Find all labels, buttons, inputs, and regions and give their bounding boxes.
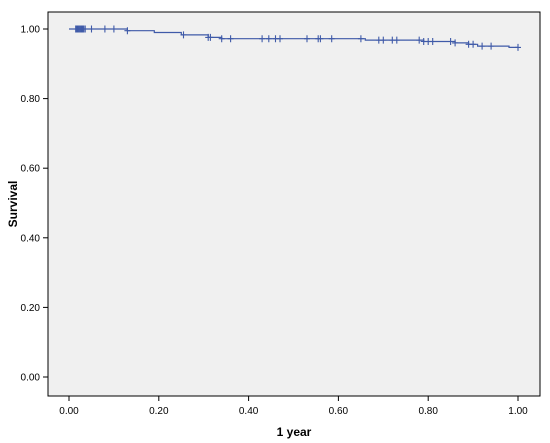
censor-mark — [416, 36, 423, 44]
survival-series — [69, 25, 521, 51]
censor-mark — [304, 35, 310, 43]
x-tick-label: 0.00 — [59, 406, 79, 417]
y-axis-title: Survival — [6, 181, 20, 228]
axes: 0.00 0.20 0.40 0.60 0.80 1.00 0.00 0.20 0.40 0.60… — [21, 25, 529, 418]
censor-mark — [317, 35, 324, 43]
censor-mark — [180, 31, 187, 39]
censor-mark — [88, 25, 95, 33]
x-tick-label: 1.00 — [508, 406, 528, 417]
censor-mark — [277, 35, 283, 43]
x-axis-title: 1 year — [277, 425, 312, 439]
censor-mark — [488, 42, 495, 50]
x-tick-label: 0.60 — [329, 406, 349, 417]
censor-mark — [259, 35, 266, 43]
censor-mark — [328, 35, 335, 43]
y-tick-label: 0.60 — [21, 164, 41, 175]
censor-mark — [515, 43, 521, 51]
censor-mark — [218, 35, 225, 43]
censor-mark — [357, 35, 364, 43]
censor-mark — [429, 38, 436, 45]
censor-mark — [452, 39, 459, 47]
plot-area — [47, 11, 541, 397]
x-tick-label: 0.20 — [149, 406, 169, 417]
censor-mark — [227, 35, 234, 43]
censor-mark — [265, 35, 272, 43]
x-tick-label: 0.40 — [239, 406, 259, 417]
y-tick-label: 1.00 — [21, 25, 41, 36]
censor-mark — [470, 40, 477, 48]
censor-mark — [393, 36, 400, 44]
censor-mark — [124, 27, 131, 35]
y-tick-label: 0.80 — [21, 94, 41, 105]
y-tick-label: 0.20 — [21, 303, 41, 314]
y-tick-label: 0.00 — [21, 373, 41, 384]
survival-step-line — [69, 28, 518, 48]
censor-mark — [82, 25, 89, 33]
censor-mark — [479, 42, 486, 50]
censor-mark — [110, 25, 117, 33]
y-tick-label: 0.40 — [21, 233, 41, 244]
censor-mark — [101, 25, 108, 33]
censor-mark — [207, 33, 214, 41]
censor-mark — [447, 38, 454, 45]
x-tick-label: 0.80 — [418, 406, 438, 417]
censor-mark — [380, 36, 387, 44]
